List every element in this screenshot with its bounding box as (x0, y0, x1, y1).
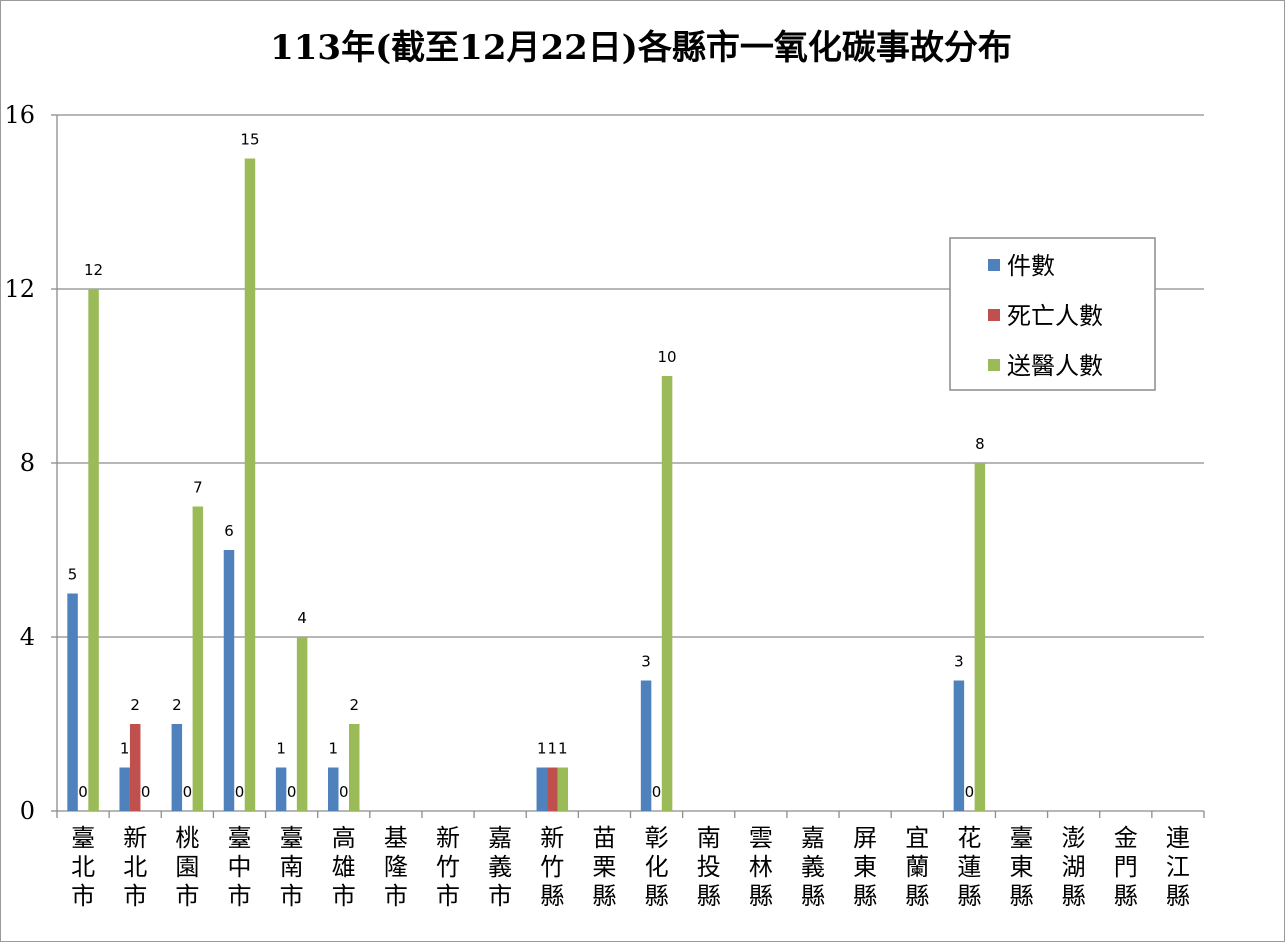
data-label: 0 (141, 783, 151, 801)
data-label: 2 (130, 696, 140, 714)
data-label: 0 (183, 783, 193, 801)
x-tick-label: 臺南市 (280, 824, 304, 910)
x-tick-label: 澎湖縣 (1062, 824, 1086, 910)
legend-swatch (988, 359, 1000, 371)
data-label: 1 (276, 740, 286, 758)
data-label: 2 (172, 696, 182, 714)
y-tick-label: 8 (20, 449, 35, 477)
bars (67, 158, 986, 811)
data-label: 4 (297, 609, 307, 627)
y-tick-label: 12 (4, 275, 35, 303)
data-label: 1 (558, 740, 568, 758)
data-label: 0 (287, 783, 297, 801)
x-tick-label: 臺北市 (71, 824, 95, 910)
legend-swatch (988, 309, 1000, 321)
bar (557, 767, 569, 811)
x-tick-label: 雲林縣 (749, 824, 773, 910)
x-tick-label: 連江縣 (1166, 824, 1190, 910)
data-label: 10 (658, 348, 677, 366)
bar (223, 550, 235, 811)
x-tick-label: 桃園市 (175, 824, 199, 910)
data-label: 1 (120, 740, 130, 758)
x-tick-label: 臺東縣 (1010, 824, 1034, 910)
y-tick-label: 16 (4, 101, 35, 129)
data-label: 0 (965, 783, 975, 801)
x-tick-label: 基隆市 (384, 824, 408, 910)
data-label: 5 (68, 566, 78, 584)
x-tick-labels: 臺北市 新北市 桃園市 臺中市 臺南市 高雄市 基隆市 新竹市 嘉義市 新竹縣 苗栗縣 彰化縣 南投縣 雲… (71, 824, 1190, 910)
bar (953, 680, 965, 811)
bar (171, 724, 183, 811)
bar (974, 463, 986, 811)
data-label: 1 (328, 740, 338, 758)
legend-label: 件數 (1007, 252, 1055, 280)
bar (349, 724, 360, 811)
data-label: 0 (235, 783, 245, 801)
data-label: 6 (224, 522, 234, 540)
data-label: 0 (339, 783, 349, 801)
bar (88, 289, 99, 811)
legend-box (949, 237, 1156, 391)
x-tick-label: 苗栗縣 (592, 824, 616, 910)
data-label: 3 (954, 653, 964, 671)
chart-title: 113年(截至12月22日)各縣市一氧化碳事故分布 (270, 28, 1012, 68)
bar (328, 767, 339, 811)
x-tick-label: 彰化縣 (645, 824, 669, 910)
data-label: 3 (641, 653, 651, 671)
bar (547, 767, 558, 811)
x-tick-label: 新竹縣 (540, 824, 564, 910)
x-tick-label: 新北市 (123, 824, 147, 910)
x-tick-label: 臺中市 (227, 824, 251, 910)
bar (67, 593, 78, 811)
data-label: 15 (240, 131, 259, 149)
bar (661, 376, 673, 811)
x-tick-label: 金門縣 (1114, 824, 1138, 910)
data-label: 1 (537, 740, 547, 758)
data-label: 12 (84, 261, 103, 279)
data-label: 0 (652, 783, 662, 801)
legend-label: 送醫人數 (1007, 352, 1103, 380)
data-label: 1 (548, 740, 558, 758)
x-tick-label: 南投縣 (697, 824, 721, 910)
data-label: 2 (349, 696, 359, 714)
y-tick-label: 0 (20, 797, 35, 825)
x-tick-label: 屏東縣 (853, 824, 877, 910)
legend-label: 死亡人數 (1007, 302, 1103, 330)
bar (536, 767, 548, 811)
data-label: 8 (975, 435, 985, 453)
data-label: 7 (193, 479, 203, 497)
bar (296, 637, 308, 811)
x-tick-label: 花蓮縣 (957, 824, 981, 910)
x-tick-label: 嘉義市 (488, 824, 512, 910)
data-label: 0 (78, 783, 88, 801)
x-tick-label: 嘉義縣 (801, 824, 825, 910)
bar (119, 767, 130, 811)
legend-swatch (988, 259, 1000, 271)
bar (129, 724, 141, 811)
x-tick-label: 高雄市 (332, 824, 356, 910)
y-tick-labels: 0 4 8 12 16 (4, 101, 35, 825)
x-tick-label: 新竹市 (436, 824, 460, 910)
bar (640, 680, 652, 811)
y-tick-label: 4 (20, 623, 35, 651)
bar (244, 158, 256, 811)
bar (192, 506, 204, 811)
bar (275, 767, 287, 811)
x-tick-label: 宜蘭縣 (905, 824, 929, 910)
